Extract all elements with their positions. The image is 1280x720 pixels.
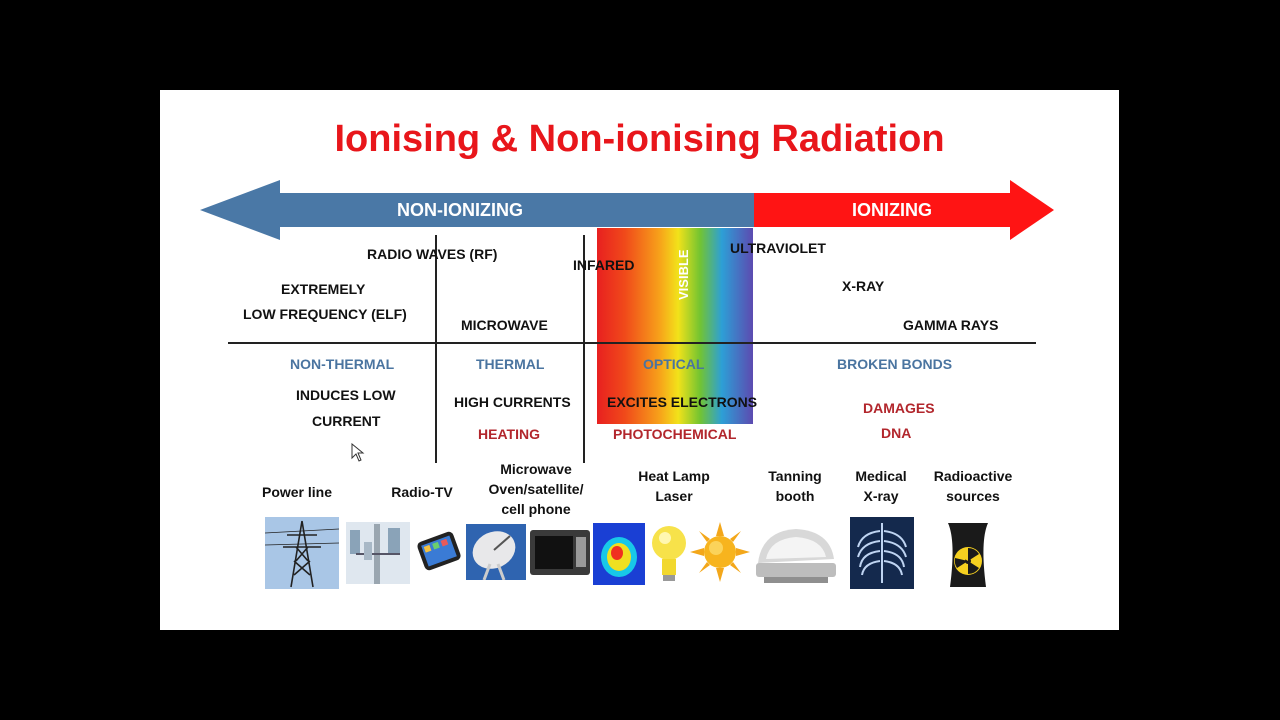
cell-phone-icon: [417, 531, 461, 571]
light-bulb-icon: [652, 526, 686, 581]
induces-label-line2: CURRENT: [312, 413, 381, 429]
slide: Ionising & Non-ionising Radiation NON-IO…: [160, 90, 1119, 630]
divider-elf-rf: [435, 235, 437, 463]
induces-label-line1: INDUCES LOW: [296, 387, 396, 403]
spectrum-arrow: [200, 180, 1054, 240]
microwave-label: MICROWAVE: [461, 317, 548, 333]
visible-spectrum-band: [597, 228, 753, 424]
optical-label: OPTICAL: [643, 356, 705, 372]
chest-xray-icon: [850, 517, 914, 589]
thermal-image-icon: [593, 523, 645, 585]
source-label-microwave: Microwave Oven/satellite/cell phone: [488, 461, 584, 517]
source-label-heat-lamp: Heat Lamp Laser: [638, 468, 710, 504]
excites-electrons-label: EXCITES ELECTRONS: [607, 394, 758, 410]
radio-waves-label: RADIO WAVES (RF): [367, 246, 498, 262]
non-ionizing-label: NON-IONIZING: [397, 200, 523, 220]
ultraviolet-label: ULTRAVIOLET: [730, 240, 826, 256]
tanning-bed-icon: [756, 529, 836, 583]
visible-label: VISIBLE: [676, 249, 691, 300]
satellite-dish-icon: [466, 524, 526, 580]
heating-label: HEATING: [478, 426, 540, 442]
broken-bonds-label: BROKEN BONDS: [837, 356, 953, 372]
source-label-radio-tv: Radio-TV: [391, 484, 453, 500]
photochemical-label: PHOTOCHEMICAL: [613, 426, 737, 442]
divider-rf-ir: [583, 235, 585, 463]
high-currents-label: HIGH CURRENTS: [454, 394, 571, 410]
sun-icon: [690, 522, 750, 582]
mouse-cursor-icon: [351, 443, 365, 462]
damages-label: DAMAGES: [863, 400, 935, 416]
slide-title: Ionising & Non-ionising Radiation: [334, 118, 945, 160]
radiation-hazard-icon: [948, 523, 988, 587]
xray-label: X-RAY: [842, 278, 885, 294]
gamma-rays-label: GAMMA RAYS: [903, 317, 999, 333]
dna-label: DNA: [881, 425, 912, 441]
source-label-power-line: Power line: [261, 484, 333, 500]
source-label-radioactive: Radioactive sources: [933, 468, 1013, 504]
non-thermal-label: NON-THERMAL: [290, 356, 395, 372]
source-label-medical: Medical X-ray: [855, 468, 907, 504]
elf-label-line2: LOW FREQUENCY (ELF): [243, 306, 407, 322]
thermal-label: THERMAL: [476, 356, 545, 372]
ionizing-label: IONIZING: [852, 200, 932, 220]
elf-label-line1: EXTREMELY: [281, 281, 366, 297]
source-label-tanning: Tanning booth: [768, 468, 822, 504]
horizontal-divider: [228, 342, 1036, 344]
power-line-tower-icon: [265, 517, 339, 589]
radio-tower-icon: [346, 522, 410, 584]
infrared-label: INFARED: [573, 257, 635, 273]
microwave-oven-icon: [530, 530, 590, 575]
